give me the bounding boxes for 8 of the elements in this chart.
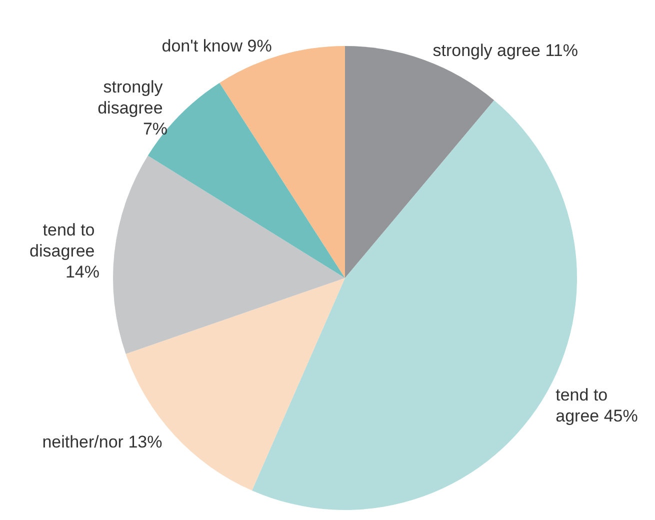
slice-label: neither/nor 13% bbox=[42, 432, 162, 452]
slice-label: don't know 9% bbox=[162, 36, 272, 56]
data-label: 14% bbox=[65, 262, 100, 282]
slice-label: tend to disagree bbox=[30, 220, 100, 261]
slice-label: strongly disagree bbox=[98, 78, 168, 118]
data-label: 7% bbox=[142, 120, 168, 139]
slice-label: tend to agree 45% bbox=[556, 386, 638, 426]
slice-label: strongly agree 11% bbox=[432, 41, 578, 60]
